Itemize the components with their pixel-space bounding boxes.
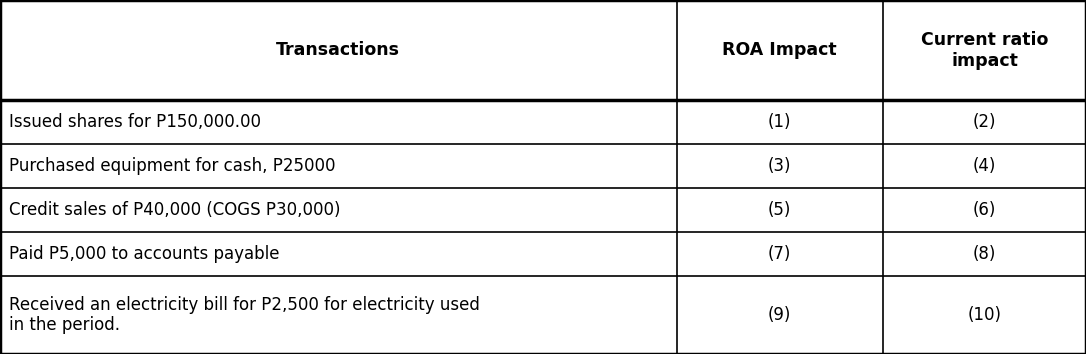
Text: (3): (3) [768,157,792,175]
Text: (9): (9) [768,306,792,324]
Text: Received an electricity bill for P2,500 for electricity used
in the period.: Received an electricity bill for P2,500 … [9,296,480,335]
Text: (6): (6) [973,201,996,219]
Text: (2): (2) [973,113,996,131]
Text: Credit sales of P40,000 (COGS P30,000): Credit sales of P40,000 (COGS P30,000) [9,201,340,219]
Text: Purchased equipment for cash, P25000: Purchased equipment for cash, P25000 [9,157,336,175]
Text: (7): (7) [768,245,792,263]
Text: (10): (10) [968,306,1001,324]
Text: (5): (5) [768,201,792,219]
Text: (4): (4) [973,157,996,175]
Text: Current ratio
impact: Current ratio impact [921,31,1048,70]
Text: (8): (8) [973,245,996,263]
Text: Paid P5,000 to accounts payable: Paid P5,000 to accounts payable [9,245,279,263]
Text: ROA Impact: ROA Impact [722,41,837,59]
Text: Transactions: Transactions [276,41,401,59]
Text: Issued shares for P150,000.00: Issued shares for P150,000.00 [9,113,261,131]
Text: (1): (1) [768,113,792,131]
